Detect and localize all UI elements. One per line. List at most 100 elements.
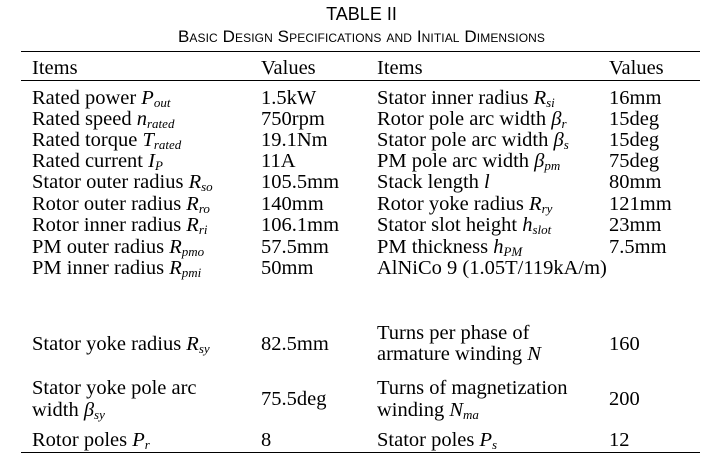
row-8-item-1-label: PM inner radius [32,257,170,279]
row-0-item-1: Rated power Pout [32,88,170,113]
row-5-item-2-symbol: R [529,193,542,215]
row-1-item-2: Rotor pole arc width βr [377,109,567,134]
row-3-item-2-symbol: β [534,150,545,172]
row-5-item-1-subscript: ro [198,201,210,216]
row-10-item-2-line-2: winding Nma [377,400,479,425]
row-5-item-1: Rotor outer radius Rro [32,194,210,219]
row-3-item-2-label: PM pole arc width [377,150,535,172]
row-6-item-2-label: Stator slot height [377,214,523,236]
row-4-item-2-label: Stack length [377,171,485,193]
row-10-item-1-symbol: β [83,399,95,421]
row-9-item-2-symbol: N [527,343,541,365]
row-7-item-1: PM outer radius Rpmo [32,237,204,262]
row-5-item-1-symbol: R [186,193,199,215]
row-10-item-2-line-1: Turns of magnetization [377,377,568,399]
row-9-item-2-line-2: armature winding N [377,343,541,365]
row-0-item-2-symbol: R [533,87,547,109]
row-8-item-2-label: AlNiCo 9 (1.05T/119kA/m) [377,257,607,279]
row-6-item-1: Rotor inner radius Rri [32,215,208,240]
row-3-item-1-label: Rated current [32,150,149,172]
row-6-item-1-label: Rotor inner radius [32,214,187,236]
row-5-value-2: 121mm [609,193,672,215]
table-bottom-rule [21,452,700,453]
row-10-item-1-label: width [32,399,84,421]
row-4-value-1: 105.5mm [261,171,340,193]
row-4-item-2: Stack length l [377,171,490,193]
row-0-item-2-subscript: si [546,95,555,110]
row-10-item-1-subscript: sy [94,407,105,422]
row-10-item-1-line-2: width βsy [32,400,105,425]
table-caption: Basic Design Specifications and Initial … [177,27,546,46]
row-9-item-2-line-1: Turns per phase of [377,322,530,344]
row-0-item-2-label: Stator inner radius [377,87,534,109]
row-6-item-2-subscript: slot [532,222,552,237]
row-9-item-1: Stator yoke radius Rsy [32,334,210,359]
row-10-value-2: 200 [609,388,640,410]
row-2-item-1: Rated torque Trated [32,130,181,155]
row-5-item-2-label: Rotor yoke radius [377,193,530,215]
row-4-item-1: Stator outer radius Rso [32,172,213,197]
row-11-item-1: Rotor poles Pr [32,430,150,455]
row-10-item-2-subscript: ma [463,407,479,422]
header-values-2: Values [609,57,664,79]
row-11-item-1-symbol: P [132,429,145,451]
row-3-value-1: 11A [261,150,296,172]
row-1-item-1: Rated speed nrated [32,109,174,134]
row-3-item-2-subscript: pm [544,158,561,173]
row-4-item-2-symbol: l [484,171,490,193]
row-2-item-1-subscript: rated [153,137,182,152]
row-5-item-1-label: Rotor outer radius [32,193,187,215]
row-6-item-2-symbol: h [522,214,533,236]
row-11-item-2: Stator poles Ps [377,430,497,455]
row-2-value-2: 15deg [609,129,660,151]
row-10-item-2-label: winding [377,399,450,421]
row-3-value-2: 75deg [609,150,660,172]
row-10-item-2-symbol: N [449,399,464,421]
row-0-value-1: 1.5kW [261,87,317,109]
header-items-1: Items [32,57,78,79]
row-2-item-1-label: Rated torque [32,129,143,151]
row-9-item-2-label: armature winding [377,343,528,365]
row-6-item-1-symbol: R [186,214,199,236]
row-11-item-1-label: Rotor poles [32,429,133,451]
row-0-item-2: Stator inner radius Rsi [377,88,555,113]
row-7-value-2: 7.5mm [609,236,667,258]
row-8-value-1: 50mm [261,257,314,279]
row-1-item-1-subscript: rated [147,116,175,131]
row-6-item-2: Stator slot height hslot [377,215,551,240]
row-2-item-2-label: Stator pole arc width [377,129,554,151]
row-7-item-2-symbol: h [493,236,504,258]
row-2-item-2-symbol: β [553,129,564,151]
row-7-item-1-label: PM outer radius [32,236,170,258]
row-1-item-1-symbol: n [136,108,147,130]
row-1-item-1-label: Rated speed [32,108,137,130]
row-8-item-1-subscript: pmi [181,265,202,280]
header-values-1: Values [261,57,316,79]
row-6-value-2: 23mm [609,214,662,236]
row-7-item-2-subscript: PM [503,244,523,259]
table-top-rule [21,51,700,52]
row-4-item-1-symbol: R [188,171,202,193]
row-11-item-2-symbol: P [479,429,493,451]
row-1-value-1: 750rpm [261,108,325,130]
table-header-rule [21,80,700,81]
row-11-value-2: 12 [609,429,630,451]
row-10-item-1-line-1: Stator yoke pole arc [32,377,197,399]
row-0-item-1-label: Rated power [32,87,142,109]
row-11-item-2-subscript: s [492,437,498,452]
row-1-value-2: 15deg [609,108,660,130]
row-1-item-2-symbol: β [551,108,562,130]
row-7-item-1-subscript: pmo [181,244,205,259]
row-10-value-1: 75.5deg [261,388,327,410]
table-title: TABLE II [326,4,397,24]
row-0-item-1-subscript: out [153,95,171,110]
row-3-item-1-symbol: I [148,150,155,172]
row-2-value-1: 19.1Nm [261,129,328,151]
row-7-item-2-label: PM thickness [377,236,494,258]
row-2-item-2: Stator pole arc width βs [377,130,569,155]
row-5-value-1: 140mm [261,193,324,215]
row-1-item-2-label: Rotor pole arc width [377,108,552,130]
row-7-item-1-symbol: R [169,236,182,258]
header-items-2: Items [377,57,423,79]
row-9-item-1-symbol: R [186,333,199,355]
